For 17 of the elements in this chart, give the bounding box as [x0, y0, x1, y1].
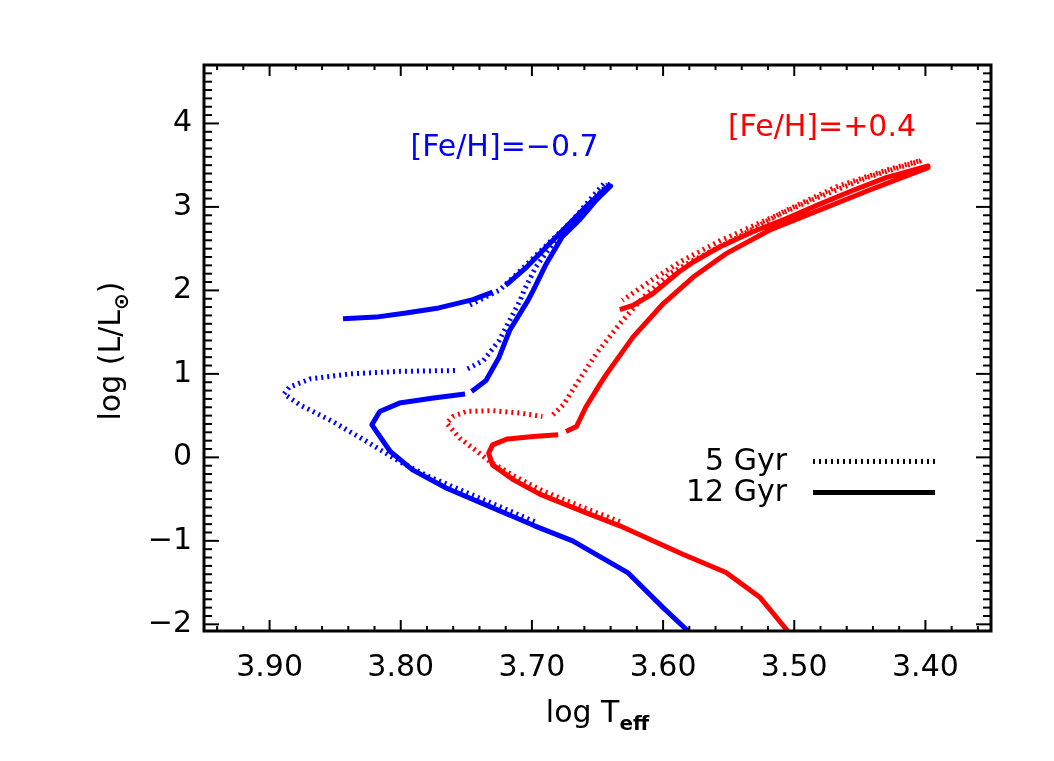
x-tick-label: 3.80 [367, 647, 435, 683]
x-tick-label: 3.60 [629, 647, 697, 683]
series-label: [Fe/H]=−0.7 [410, 127, 599, 163]
y-axis-title: log (L/L⊙) [92, 281, 133, 421]
x-tick-label: 3.50 [760, 647, 828, 683]
annotation: 5 Gyr [705, 441, 788, 477]
x-tick-label: 3.40 [892, 647, 959, 683]
series-label: [Fe/H]=+0.4 [727, 107, 917, 143]
y-tick-label: 0 [172, 437, 192, 473]
y-tick-label: −1 [147, 520, 192, 556]
x-tick-label: 3.70 [498, 647, 566, 683]
y-tick-label: −2 [147, 604, 192, 640]
y-tick-label: 2 [172, 270, 192, 306]
y-tick-label: 1 [172, 353, 192, 389]
x-tick-label: 3.90 [236, 647, 303, 683]
y-tick-label: 3 [172, 186, 192, 222]
y-tick-label: 4 [172, 103, 192, 139]
